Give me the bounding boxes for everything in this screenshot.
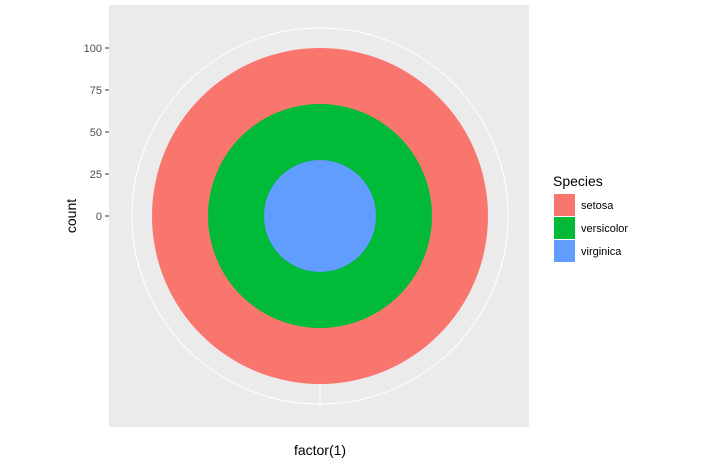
y-tick-label-50: 50 — [90, 127, 102, 139]
legend-label-virginica: virginica — [581, 246, 622, 258]
grid-lines — [131, 27, 509, 405]
legend-key-virginica — [554, 240, 575, 262]
legend-label-setosa: setosa — [581, 200, 614, 212]
y-tick-label-25: 25 — [90, 169, 102, 181]
legend-label-versicolor: versicolor — [581, 223, 628, 235]
y-tick-label-75: 75 — [90, 85, 102, 97]
y-axis: 0 25 50 75 100 — [84, 43, 109, 223]
legend-key-setosa — [554, 194, 575, 216]
donut-rings — [152, 48, 488, 384]
ring-virginica — [264, 160, 376, 272]
y-tick-label-100: 100 — [84, 43, 102, 55]
legend: Species setosa versicolor virginica — [553, 173, 628, 262]
y-tick-label-0: 0 — [96, 211, 102, 223]
legend-key-versicolor — [554, 217, 575, 239]
legend-title: Species — [553, 173, 603, 189]
y-axis-title: count — [63, 199, 79, 233]
x-axis-title: factor(1) — [294, 442, 346, 458]
